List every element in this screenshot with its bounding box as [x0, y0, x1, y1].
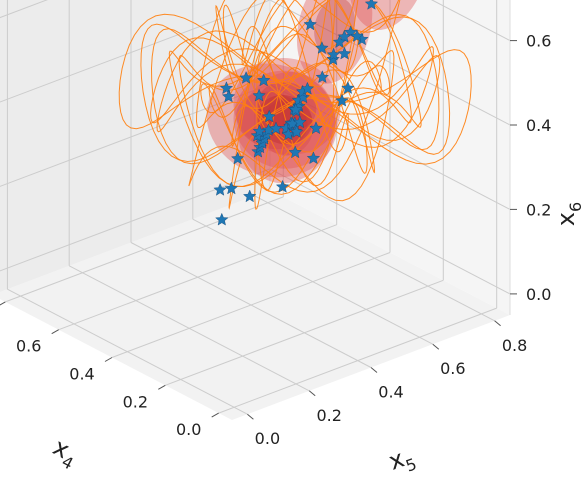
x-axis-label: x4	[46, 433, 83, 474]
y-tick-label: 0.2	[316, 406, 341, 425]
x-tick-mark	[211, 412, 219, 418]
curve-4	[140, 16, 451, 163]
curve-layer	[118, 0, 472, 211]
data-point-40	[224, 181, 238, 195]
x-tick-mark	[104, 357, 113, 362]
z-tick-label: 0.4	[526, 116, 551, 135]
data-point-1	[262, 109, 276, 123]
data-point-42	[288, 145, 302, 159]
z-tick-label: 0.6	[526, 32, 551, 51]
gridline-x-floor	[58, 224, 337, 331]
data-point-16	[300, 81, 315, 95]
curve-16	[208, 0, 382, 193]
gridline-z-right	[430, 0, 511, 42]
x-tick-mark	[158, 384, 166, 390]
data-point-39	[252, 88, 266, 102]
curve-6	[156, 30, 434, 148]
y-tick-mark	[308, 390, 316, 397]
x-tick-mark	[51, 329, 59, 335]
data-point-23	[252, 124, 267, 138]
data-point-35	[315, 41, 329, 54]
data-point-36	[332, 35, 347, 48]
data-point-5	[306, 151, 321, 165]
curve-15	[195, 0, 395, 202]
data-point-59	[341, 81, 355, 94]
data-point-58	[335, 93, 349, 107]
z-tick-label: 0.0	[526, 285, 551, 304]
z-axis-label: x6	[552, 202, 584, 226]
data-point-22	[289, 102, 303, 116]
x-tick-label: 0.0	[176, 420, 201, 439]
ellipsoid-5	[296, 0, 373, 84]
gridline-y-floor	[254, 195, 495, 322]
curve-2	[200, 0, 391, 195]
data-point-52	[215, 212, 229, 226]
curve-17	[178, 0, 412, 188]
gridline-x-floor	[5, 196, 284, 303]
tick-layer: 0.00.20.40.60.80.00.20.40.60.80.00.20.40…	[0, 32, 551, 448]
y-tick-mark	[432, 343, 440, 350]
data-point-41	[213, 182, 227, 196]
curve-18	[150, 13, 440, 165]
data-point-55	[326, 47, 341, 61]
data-point-33	[337, 29, 352, 43]
data-point-37	[350, 29, 364, 42]
gridline-z-left	[0, 0, 48, 19]
gridlines	[0, 0, 511, 415]
data-point-50	[243, 189, 257, 203]
y-tick-mark	[494, 320, 501, 327]
floor-pane	[0, 190, 510, 420]
y-axis-label: x5	[385, 441, 419, 475]
data-point-60	[309, 121, 323, 135]
data-point-29	[290, 125, 304, 138]
x-tick-label: 0.2	[123, 392, 148, 411]
y-tick-label: 0.4	[378, 383, 403, 402]
gridline-y-floor	[130, 242, 372, 368]
x-tick-label: 0.6	[16, 337, 41, 356]
y-tick-mark	[247, 413, 254, 420]
data-point-56	[239, 71, 253, 84]
x-tick-mark	[0, 301, 6, 306]
y-tick-label: 0.0	[255, 429, 280, 448]
x-tick-label: 0.4	[69, 365, 94, 384]
curve-11	[256, 0, 335, 191]
data-point-12	[296, 90, 310, 104]
data-point-54	[337, 46, 352, 60]
gridline-y-floor	[192, 218, 434, 345]
curve-7	[150, 37, 441, 141]
data-point-30	[326, 52, 340, 66]
y-tick-mark	[370, 367, 378, 373]
data-point-34	[364, 0, 379, 10]
y-tick-label: 0.8	[502, 336, 527, 355]
curve-14	[188, 0, 401, 193]
data-point-49	[221, 89, 236, 103]
data-point-48	[219, 81, 234, 95]
data-point-57	[257, 73, 271, 87]
data-point-53	[315, 70, 330, 84]
z-tick-label: 0.2	[526, 200, 551, 219]
data-point-51	[275, 179, 290, 193]
data-point-43	[230, 151, 245, 165]
point-layer	[213, 0, 379, 226]
data-point-26	[293, 115, 307, 129]
y-tick-label: 0.6	[440, 359, 465, 378]
curve-12	[254, 0, 336, 211]
data-point-38	[303, 17, 317, 31]
